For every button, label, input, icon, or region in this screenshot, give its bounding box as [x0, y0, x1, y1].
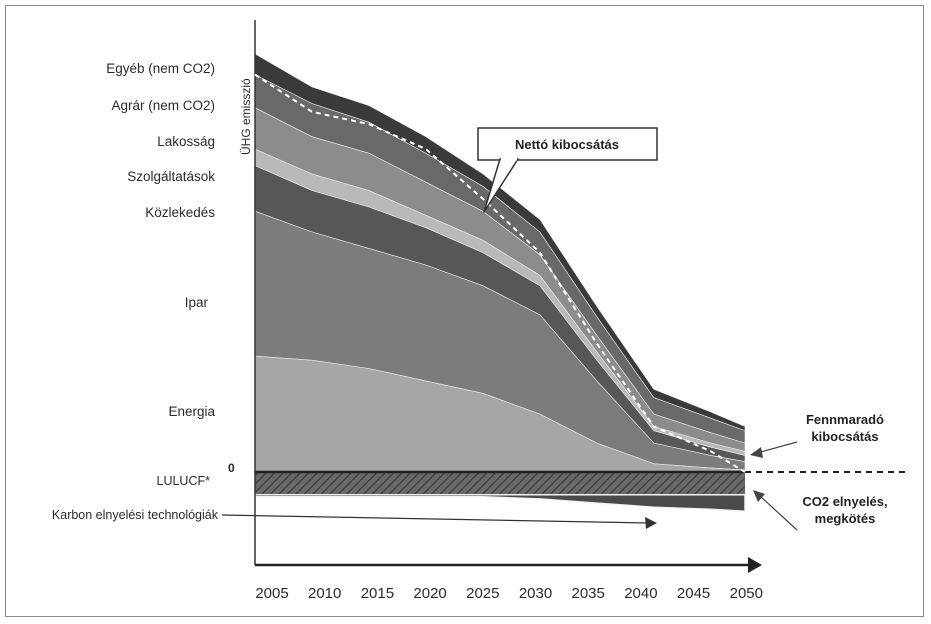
label-szolgaltatasok: Szolgáltatások: [127, 169, 215, 184]
label-karbon: Karbon elnyelési technológiák: [52, 508, 219, 522]
net-callout-label: Nettó kibocsátás: [515, 137, 619, 152]
remaining-arrow-line: [756, 441, 798, 454]
label-egyeb: Egyéb (nem CO2): [106, 61, 215, 76]
net-callout-box: [477, 127, 658, 161]
karbon-arrow-line: [221, 514, 651, 524]
x-tick-2005: 2005: [255, 585, 288, 602]
x-tick-2030: 2030: [519, 585, 552, 602]
label-energia: Energia: [168, 404, 215, 419]
stacked-areas: [254, 53, 746, 473]
label-lakossag: Lakosság: [157, 134, 215, 149]
y-axis-title: ÜHG emisszió: [239, 78, 253, 155]
x-tick-labels: 2005 2010 2015 2020 2025 2030 2035 2040 2045 2050: [255, 585, 763, 602]
x-tick-2045: 2045: [677, 585, 710, 602]
label-ipar: Ipar: [185, 295, 209, 310]
area-lulucf: [255, 472, 745, 495]
x-tick-2015: 2015: [361, 585, 394, 602]
x-tick-2025: 2025: [466, 585, 499, 602]
absorb-label-line1: CO2 elnyelés,: [802, 494, 887, 509]
remaining-arrow-head: [750, 447, 763, 458]
label-kozlekedes: Közlekedés: [145, 205, 215, 220]
x-tick-2050: 2050: [730, 585, 763, 602]
absorb-label-line2: megkötés: [815, 511, 876, 526]
zero-label: 0: [228, 461, 235, 475]
x-tick-2040: 2040: [624, 585, 657, 602]
remaining-label-line1: Fennmaradó: [806, 412, 884, 427]
remaining-label-line2: kibocsátás: [811, 429, 878, 444]
absorption-areas: [254, 472, 746, 513]
absorb-arrow-line: [759, 495, 798, 531]
x-tick-2035: 2035: [572, 585, 605, 602]
label-lulucf: LULUCF*: [157, 474, 211, 488]
x-axis-arrowhead: [748, 557, 762, 573]
label-agrar: Agrár (nem CO2): [111, 98, 215, 113]
x-tick-2010: 2010: [308, 585, 341, 602]
x-tick-2020: 2020: [413, 585, 446, 602]
karbon-arrow-head: [645, 517, 657, 529]
absorb-arrow-head: [753, 490, 765, 502]
area-carbon-capture: [254, 494, 746, 513]
